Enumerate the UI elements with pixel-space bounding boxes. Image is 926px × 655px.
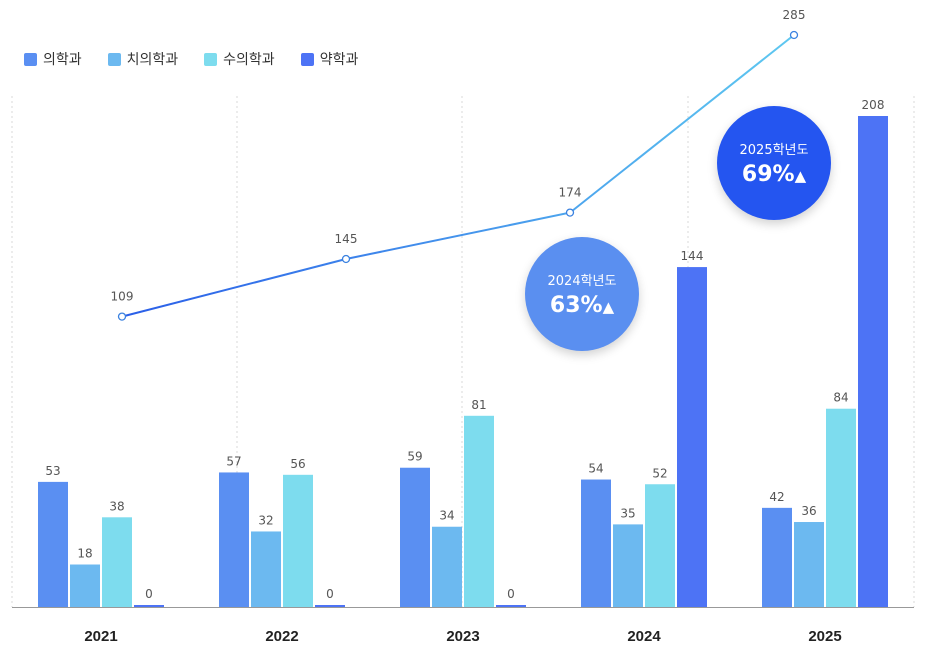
bar-label-2022-2: 56 [290, 457, 305, 471]
legend-label-3: 약학과 [319, 52, 359, 68]
bar-2024-2 [645, 484, 675, 607]
annotation-value-2024: 63%▲ [549, 293, 615, 318]
legend-label-0: 의학과 [43, 52, 82, 68]
legend-item-0: 의학과 [24, 49, 82, 69]
line-point-2022 [341, 254, 351, 264]
x-tick-2022: 2022 [265, 628, 298, 645]
bar-label-2022-0: 57 [226, 454, 241, 468]
bar-label-2021-2: 38 [109, 499, 124, 513]
annotation-label-2025: 2025학년도 [739, 143, 809, 158]
legend-swatch-3 [300, 52, 314, 66]
bar-2024-1 [613, 524, 643, 607]
bar-label-2023-1: 34 [439, 509, 454, 523]
legend-label-1: 치의학과 [126, 52, 179, 68]
bar-2021-1 [70, 564, 100, 607]
legend-item-2: 수의학과 [204, 49, 275, 69]
legend-item-3: 약학과 [300, 49, 359, 69]
bar-2025-0 [762, 507, 792, 607]
bar-2024-3 [677, 267, 707, 607]
bar-2023-3 [496, 605, 526, 607]
legend-item-1: 치의학과 [107, 49, 179, 69]
x-tick-2025: 2025 [808, 628, 841, 645]
legend-swatch-2 [204, 52, 218, 66]
bar-2021-2 [102, 517, 132, 607]
bar-label-2021-3: 0 [145, 587, 153, 601]
bar-label-2025-3: 208 [862, 98, 885, 112]
bar-2022-1 [251, 531, 281, 607]
bar-2025-3 [858, 116, 888, 607]
chart-legend: 의학과 치의학과 수의학과 약학과 [24, 49, 358, 69]
bar-label-2024-2: 52 [652, 466, 667, 480]
bar-2022-0 [219, 472, 249, 607]
bar-label-2024-3: 144 [681, 249, 704, 263]
bar-2024-0 [581, 479, 611, 607]
line-label-2022: 145 [335, 232, 358, 246]
line-label-2025: 285 [783, 8, 806, 22]
bar-2023-2 [464, 415, 494, 607]
line-label-2023: 174 [559, 186, 582, 200]
bar-2023-1 [432, 526, 462, 607]
legend-swatch-0 [24, 52, 37, 66]
bar-label-2025-1: 36 [801, 504, 816, 518]
bar-2021-3 [134, 605, 164, 607]
line-point-2021 [117, 312, 127, 321]
line-label-2021: 109 [111, 290, 134, 304]
line-point-2025 [789, 30, 799, 40]
bar-2023-0 [400, 467, 430, 607]
annotation-bubble-2024: 2024학년도 63%▲ [525, 237, 639, 351]
x-tick-2023: 2023 [446, 628, 479, 645]
bar-label-2024-0: 54 [588, 462, 603, 476]
bar-label-2022-1: 32 [258, 513, 273, 527]
bar-2025-2 [826, 408, 856, 607]
annotation-value-2025: 69%▲ [741, 162, 807, 187]
line-point-2023 [565, 208, 575, 217]
bar-label-2025-0: 42 [769, 490, 784, 504]
bar-label-2021-0: 53 [45, 464, 60, 478]
bar-label-2022-3: 0 [326, 587, 334, 601]
bar-label-2023-3: 0 [507, 587, 515, 601]
bar-2022-2 [283, 474, 313, 607]
annotation-bubble-2025: 2025학년도 69%▲ [717, 106, 831, 220]
x-tick-2024: 2024 [627, 628, 661, 645]
bar-label-2023-2: 81 [471, 398, 486, 412]
legend-swatch-1 [107, 52, 121, 66]
annotation-label-2024: 2024학년도 [547, 274, 617, 289]
bar-2025-1 [794, 522, 824, 607]
bar-label-2023-0: 59 [407, 450, 422, 464]
bar-label-2025-2: 84 [833, 391, 848, 405]
bar-label-2021-1: 18 [77, 547, 92, 561]
bar-label-2024-1: 35 [620, 506, 635, 520]
x-tick-2021: 2021 [84, 628, 117, 645]
legend-label-2: 수의학과 [223, 52, 275, 68]
bar-2021-0 [38, 481, 68, 607]
bar-2022-3 [315, 605, 345, 607]
line-series [121, 34, 795, 318]
